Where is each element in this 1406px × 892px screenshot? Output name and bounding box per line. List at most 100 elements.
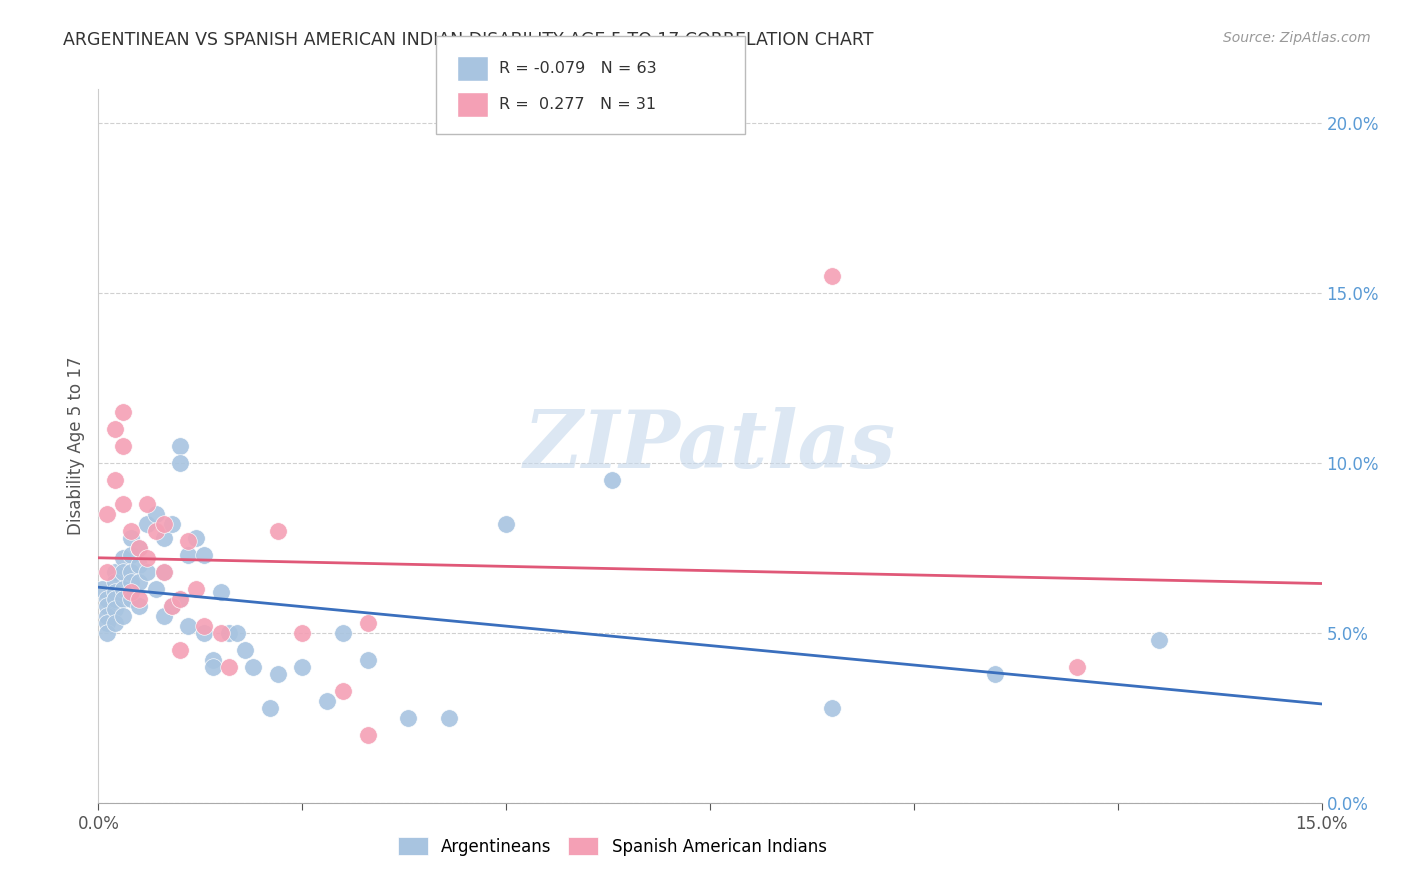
Point: [111, 551, 134, 566]
Point: [332, 683, 354, 698]
Point: [193, 619, 215, 633]
Point: [267, 666, 290, 681]
Point: [177, 534, 200, 549]
Text: R =  0.277   N = 31: R = 0.277 N = 31: [499, 97, 657, 112]
Point: [120, 585, 142, 599]
Point: [600, 473, 623, 487]
Point: [821, 269, 844, 284]
Point: [226, 626, 249, 640]
Point: [120, 591, 142, 606]
Text: ZIPatlas: ZIPatlas: [524, 408, 896, 484]
Point: [218, 626, 240, 640]
Point: [104, 591, 127, 606]
Point: [152, 565, 174, 579]
Point: [111, 608, 134, 623]
Point: [1147, 632, 1170, 647]
Point: [169, 439, 191, 453]
Point: [111, 497, 134, 511]
Point: [201, 653, 224, 667]
Point: [111, 405, 134, 419]
Point: [177, 548, 200, 562]
Point: [821, 700, 844, 714]
Point: [233, 643, 256, 657]
Point: [145, 524, 167, 538]
Point: [356, 615, 378, 630]
Point: [128, 599, 150, 613]
Point: [136, 497, 159, 511]
Y-axis label: Disability Age 5 to 17: Disability Age 5 to 17: [66, 357, 84, 535]
Point: [169, 591, 191, 606]
Point: [91, 582, 114, 596]
Point: [96, 591, 118, 606]
Point: [152, 565, 174, 579]
Text: ARGENTINEAN VS SPANISH AMERICAN INDIAN DISABILITY AGE 5 TO 17 CORRELATION CHART: ARGENTINEAN VS SPANISH AMERICAN INDIAN D…: [63, 31, 873, 49]
Point: [104, 585, 127, 599]
Point: [160, 517, 183, 532]
Point: [128, 591, 150, 606]
Point: [160, 599, 183, 613]
Point: [120, 548, 142, 562]
Point: [356, 653, 378, 667]
Point: [128, 558, 150, 572]
Point: [145, 507, 167, 521]
Point: [96, 615, 118, 630]
Point: [201, 660, 224, 674]
Point: [332, 626, 354, 640]
Point: [136, 551, 159, 566]
Point: [984, 666, 1007, 681]
Point: [96, 599, 118, 613]
Point: [209, 626, 232, 640]
Point: [104, 574, 127, 589]
Point: [136, 517, 159, 532]
Point: [111, 565, 134, 579]
Point: [186, 582, 208, 596]
Point: [291, 626, 314, 640]
Point: [111, 582, 134, 596]
Point: [152, 517, 174, 532]
Point: [104, 422, 127, 436]
Point: [136, 565, 159, 579]
Point: [242, 660, 264, 674]
Point: [96, 626, 118, 640]
Point: [111, 439, 134, 453]
Point: [169, 456, 191, 470]
Point: [120, 531, 142, 545]
Point: [120, 565, 142, 579]
Point: [104, 602, 127, 616]
Point: [160, 599, 183, 613]
Point: [128, 574, 150, 589]
Point: [152, 608, 174, 623]
Point: [396, 711, 419, 725]
Point: [96, 565, 118, 579]
Point: [356, 728, 378, 742]
Point: [193, 626, 215, 640]
Point: [104, 615, 127, 630]
Point: [104, 473, 127, 487]
Point: [152, 531, 174, 545]
Point: [218, 660, 240, 674]
Text: Source: ZipAtlas.com: Source: ZipAtlas.com: [1223, 31, 1371, 45]
Point: [259, 700, 281, 714]
Point: [209, 585, 232, 599]
Point: [1066, 660, 1088, 674]
Point: [96, 608, 118, 623]
Point: [186, 531, 208, 545]
Point: [120, 524, 142, 538]
Point: [169, 643, 191, 657]
Point: [169, 591, 191, 606]
Text: R = -0.079   N = 63: R = -0.079 N = 63: [499, 62, 657, 76]
Point: [193, 548, 215, 562]
Point: [104, 565, 127, 579]
Point: [291, 660, 314, 674]
Point: [437, 711, 460, 725]
Point: [128, 541, 150, 555]
Point: [111, 591, 134, 606]
Point: [315, 694, 337, 708]
Point: [120, 574, 142, 589]
Point: [96, 507, 118, 521]
Point: [495, 517, 517, 532]
Point: [267, 524, 290, 538]
Point: [145, 582, 167, 596]
Legend: Argentineans, Spanish American Indians: Argentineans, Spanish American Indians: [391, 830, 834, 863]
Point: [128, 541, 150, 555]
